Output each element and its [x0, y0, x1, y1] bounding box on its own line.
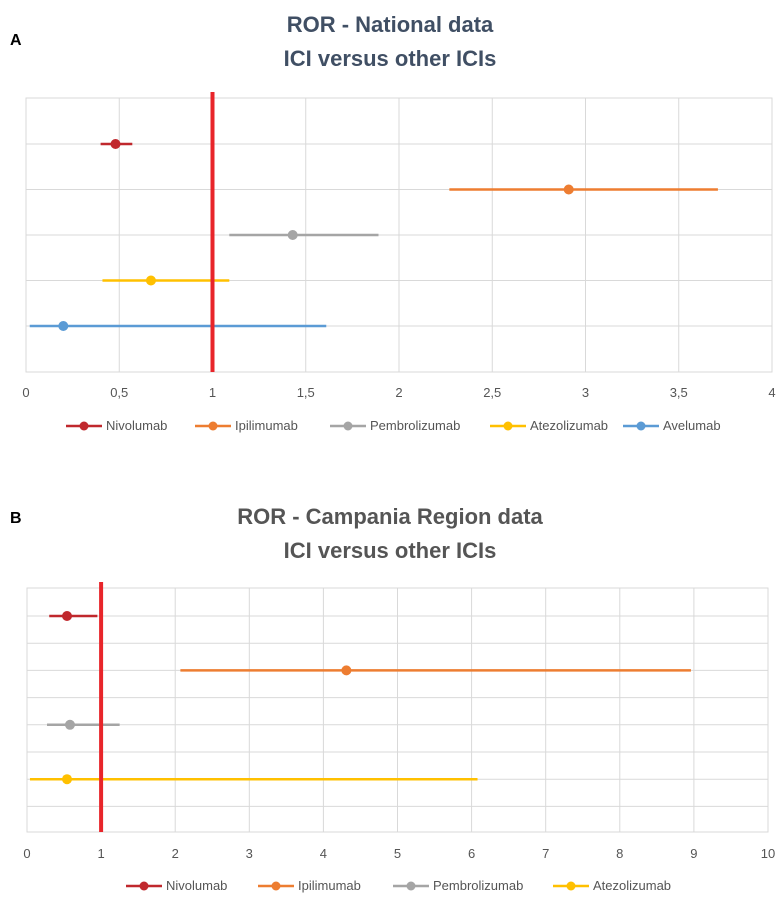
x-tick-label: 8	[616, 846, 623, 861]
legend-swatch-dot	[636, 421, 646, 431]
legend-label: Nivolumab	[106, 418, 167, 433]
legend-swatch-dot	[343, 421, 353, 431]
x-tick-label: 6	[468, 846, 475, 861]
x-tick-label: 0,5	[110, 385, 128, 400]
x-tick-label: 3	[246, 846, 253, 861]
legend-swatch-dot	[503, 421, 513, 431]
chart-b: 0 1 2 3 4 5 6 7 8 9 10 Nivolumab Ipilimumab Pembroliz…	[23, 582, 775, 893]
point-pembrolizumab	[64, 719, 75, 730]
x-tick-label: 4	[320, 846, 327, 861]
x-tick-label: 10	[761, 846, 775, 861]
legend-swatch-dot	[208, 421, 218, 431]
legend-item-nivolumab: Nivolumab	[66, 418, 167, 433]
point-ipilimumab	[563, 184, 574, 195]
point-atezolizumab	[145, 275, 156, 286]
x-tick-label: 5	[394, 846, 401, 861]
x-tick-label: 1	[97, 846, 104, 861]
x-tick-label: 7	[542, 846, 549, 861]
panel-letter-a: A	[10, 32, 22, 49]
legend-label: Atezolizumab	[530, 418, 608, 433]
x-tick-label: 2,5	[483, 385, 501, 400]
legend-item-atezolizumab: Atezolizumab	[553, 878, 671, 893]
x-tick-label: 0	[22, 385, 29, 400]
legend-swatch-dot	[566, 881, 576, 891]
legend-item-ipilimumab: Ipilimumab	[195, 418, 298, 433]
panel-letter-b: B	[10, 510, 22, 527]
legend-label: Ipilimumab	[298, 878, 361, 893]
legend-swatch-dot	[79, 421, 89, 431]
point-ipilimumab	[341, 665, 352, 676]
legend-swatch-dot	[139, 881, 149, 891]
chart-a-subtitle: ICI versus other ICIs	[283, 46, 497, 71]
legend-label: Pembrolizumab	[433, 878, 523, 893]
legend-item-pembrolizumab: Pembrolizumab	[393, 878, 523, 893]
legend-item-avelumab: Avelumab	[623, 418, 721, 433]
chart-a-title: ROR - National data	[286, 12, 494, 37]
legend-item-atezolizumab: Atezolizumab	[490, 418, 608, 433]
point-pembrolizumab	[287, 230, 298, 240]
legend-swatch-dot	[271, 881, 281, 891]
legend-label: Nivolumab	[166, 878, 227, 893]
x-tick-label: 2	[395, 385, 402, 400]
x-tick-label: 3,5	[670, 385, 688, 400]
legend-item-ipilimumab: Ipilimumab	[258, 878, 361, 893]
point-avelumab	[58, 321, 69, 331]
x-tick-label: 2	[172, 846, 179, 861]
x-tick-label: 0	[23, 846, 30, 861]
legend-label: Atezolizumab	[593, 878, 671, 893]
point-nivolumab	[110, 139, 121, 149]
x-tick-label: 4	[768, 385, 775, 400]
x-tick-label: 1	[209, 385, 216, 400]
chart-b-title: ROR - Campania Region data	[237, 504, 543, 529]
point-atezolizumab	[62, 774, 73, 785]
x-tick-label: 9	[690, 846, 697, 861]
point-nivolumab	[62, 611, 73, 621]
chart-a: 0 0,5 1 1,5 2 2,5 3 3,5 4 Nivolumab Ipilimumab Pemb…	[22, 92, 776, 433]
legend-label: Avelumab	[663, 418, 721, 433]
x-tick-label: 1,5	[297, 385, 315, 400]
legend-label: Pembrolizumab	[370, 418, 460, 433]
legend-label: Ipilimumab	[235, 418, 298, 433]
legend-swatch-dot	[406, 881, 416, 891]
legend-item-pembrolizumab: Pembrolizumab	[330, 418, 460, 433]
legend-item-nivolumab: Nivolumab	[126, 878, 227, 893]
x-tick-label: 3	[582, 385, 589, 400]
chart-b-subtitle: ICI versus other ICIs	[283, 538, 497, 563]
